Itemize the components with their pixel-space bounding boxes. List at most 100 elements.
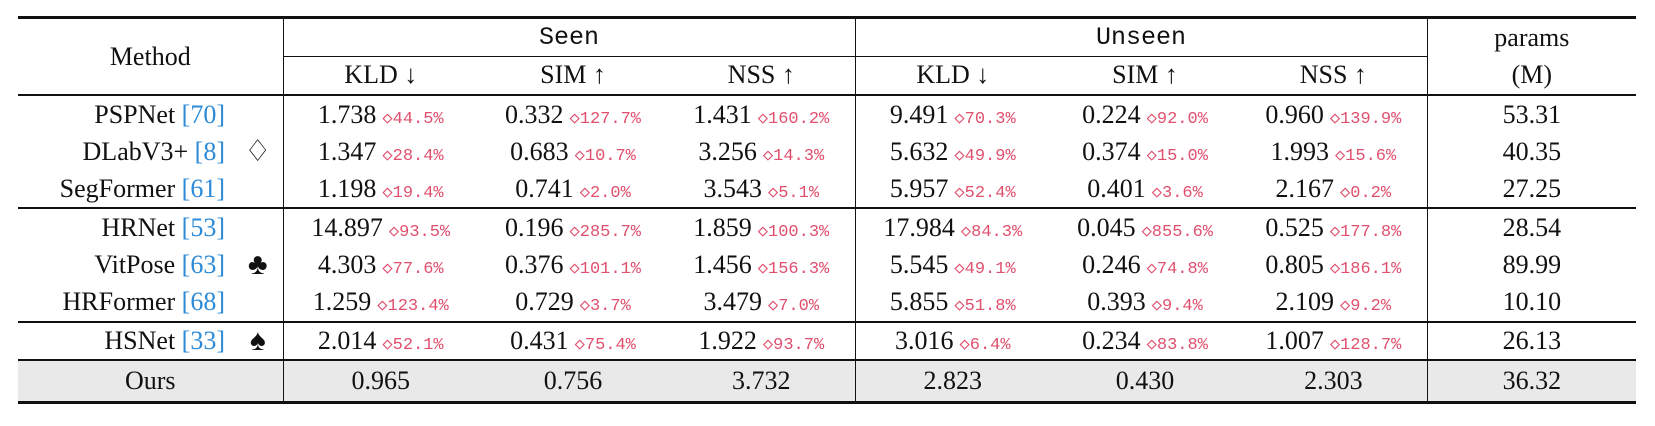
metric-value: 2.167 [1275, 173, 1335, 203]
metric-value: 1.859 [693, 212, 752, 242]
metric-unseen-nss: NSS ↑ [1240, 55, 1428, 96]
metric-cell: 17.984 ◇84.3% [854, 207, 1051, 247]
citation-link[interactable]: [68] [181, 287, 225, 317]
ours-params-value: 36.32 [1426, 359, 1637, 405]
table-row: VitPose [63] 4.303 ◇77.6% 0.376 ◇101.1% 1.456… [18, 246, 1637, 284]
metric-value: 5.957 [889, 173, 949, 203]
method-label: HSNet [104, 325, 176, 355]
method-name: HRNet [53] [18, 207, 233, 247]
metric-cell: 1.198 ◇19.4% [282, 170, 479, 209]
ours-metric-value: 2.823 [854, 359, 1051, 405]
method-label: DLabV3+ [82, 136, 189, 166]
method-name: PSPNet [70] [18, 94, 233, 133]
relative-gap: ◇3.6% [1151, 183, 1203, 203]
relative-gap: ◇51.8% [954, 297, 1016, 317]
relative-gap: ◇186.1% [1329, 259, 1402, 279]
metric-cell: 3.256 ◇14.3% [668, 133, 855, 171]
metric-cell: 0.246 ◇74.8% [1050, 246, 1240, 284]
ours-row: Ours 0.965 0.756 3.732 2.823 0.430 2.303 36.32 [18, 359, 1637, 405]
metric-value: 0.805 [1265, 249, 1324, 279]
metric-value: 0.246 [1082, 249, 1141, 279]
metric-value: 0.332 [505, 99, 564, 129]
metric-seen-nss: NSS ↑ [668, 55, 856, 96]
relative-gap: ◇177.8% [1329, 222, 1402, 242]
metric-cell: 1.738 ◇44.5% [282, 94, 479, 133]
method-name: DLabV3+ [8] [18, 133, 233, 171]
group-symbol-icon: ♢ [233, 94, 284, 209]
metric-cell: 0.431 ◇75.4% [478, 320, 669, 361]
relative-gap: ◇15.6% [1334, 146, 1397, 166]
metric-value: 3.256 [698, 136, 757, 166]
metric-cell: 2.167 ◇0.2% [1240, 171, 1427, 209]
metric-seen-kld: KLD ↓ [282, 55, 479, 96]
metric-value: 0.683 [510, 136, 569, 166]
metric-value: 3.016 [895, 325, 954, 355]
relative-gap: ◇52.1% [382, 335, 444, 355]
relative-gap: ◇44.5% [382, 109, 444, 129]
relative-gap: ◇15.0% [1146, 146, 1208, 166]
method-label: SegFormer [59, 173, 176, 203]
metric-cell: 0.196 ◇285.7% [478, 207, 669, 247]
params-value: 28.54 [1426, 207, 1637, 247]
metric-cell: 1.259 ◇123.4% [282, 283, 479, 322]
relative-gap: ◇123.4% [377, 297, 449, 317]
metric-cell: 0.332 ◇127.7% [478, 94, 669, 133]
metric-cell: 3.016 ◇6.4% [854, 320, 1051, 361]
citation-link[interactable]: [61] [181, 173, 225, 203]
metric-cell: 1.859 ◇100.3% [668, 207, 856, 247]
citation-link[interactable]: [8] [194, 136, 225, 166]
method-label: VitPose [94, 249, 176, 279]
relative-gap: ◇75.4% [574, 335, 636, 355]
group-symbol-icon: ♣ [233, 207, 284, 322]
relative-gap: ◇77.6% [382, 259, 444, 279]
relative-gap: ◇855.6% [1141, 222, 1214, 242]
metric-value: 1.738 [317, 99, 377, 129]
metric-cell: 0.374 ◇15.0% [1050, 133, 1240, 171]
ours-metric-value: 3.732 [668, 359, 856, 405]
metric-value: 1.259 [312, 287, 372, 317]
relative-gap: ◇70.3% [954, 109, 1016, 129]
relative-gap: ◇6.4% [959, 335, 1011, 355]
relative-gap: ◇92.0% [1146, 109, 1208, 129]
seen-header: Seen [282, 16, 856, 57]
params-header: params [1426, 16, 1637, 57]
metric-unseen-kld: KLD ↓ [854, 55, 1051, 96]
metric-value: 1.347 [317, 136, 377, 166]
citation-link[interactable]: [33] [181, 325, 225, 355]
metric-cell: 0.805 ◇186.1% [1240, 246, 1427, 284]
metric-cell: 0.224 ◇92.0% [1050, 94, 1241, 133]
metric-value: 0.376 [505, 249, 564, 279]
params-value: 26.13 [1426, 320, 1637, 361]
relative-gap: ◇2.0% [579, 183, 631, 203]
metric-value: 0.431 [510, 325, 569, 355]
ours-metric-value: 0.965 [282, 359, 479, 405]
table-row: HRNet [53] ♣ 14.897 ◇93.5% 0.196 ◇285.7% 1.859… [18, 207, 1637, 322]
metric-cell: 0.683 ◇10.7% [478, 133, 668, 171]
relative-gap: ◇9.2% [1340, 297, 1392, 317]
metric-value: 0.224 [1082, 99, 1141, 129]
metric-cell: 0.376 ◇101.1% [478, 246, 668, 284]
group-symbol-icon: ♠ [233, 320, 284, 361]
citation-link[interactable]: [53] [181, 212, 225, 242]
metric-value: 0.393 [1087, 287, 1146, 317]
metric-cell: 2.109 ◇9.2% [1240, 284, 1427, 322]
metric-seen-sim: SIM ↑ [478, 55, 669, 96]
metric-value: 0.960 [1265, 99, 1324, 129]
relative-gap: ◇93.5% [388, 222, 451, 242]
metric-value: 2.014 [317, 325, 377, 355]
metric-cell: 0.401 ◇3.6% [1050, 171, 1240, 209]
metric-value: 5.632 [889, 136, 949, 166]
relative-gap: ◇285.7% [569, 222, 641, 242]
citation-link[interactable]: [70] [181, 99, 225, 129]
metric-value: 1.922 [698, 325, 757, 355]
metric-value: 0.525 [1265, 212, 1324, 242]
method-name: HRFormer [68] [18, 284, 233, 322]
citation-link[interactable]: [63] [181, 249, 225, 279]
metric-cell: 1.456 ◇156.3% [668, 246, 855, 284]
method-label: HRNet [101, 212, 176, 242]
relative-gap: ◇14.3% [762, 146, 825, 166]
metric-cell: 1.993 ◇15.6% [1240, 133, 1427, 171]
table-row: SegFormer [61] 1.198 ◇19.4% 0.741 ◇2.0% 3.543… [18, 170, 1637, 209]
relative-gap: ◇83.8% [1146, 335, 1208, 355]
metric-value: 2.109 [1275, 287, 1335, 317]
